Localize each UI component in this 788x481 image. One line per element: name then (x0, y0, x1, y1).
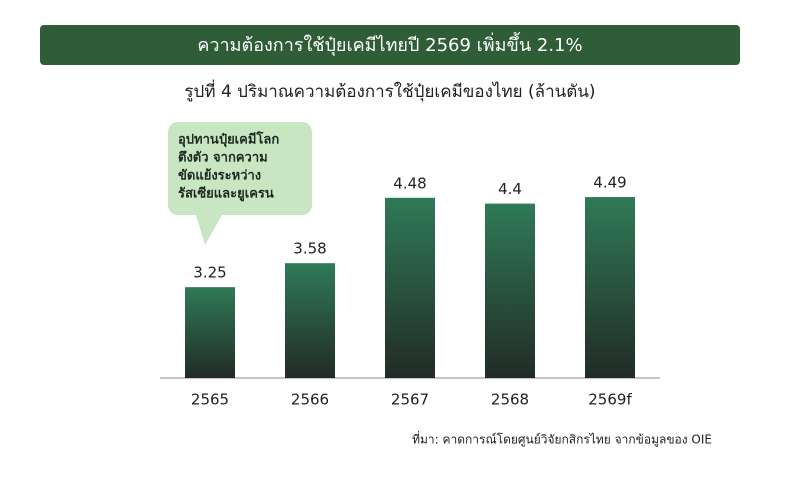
value-label: 3.58 (293, 240, 326, 258)
bar (285, 263, 335, 378)
bar (485, 203, 535, 378)
value-label: 4.48 (393, 174, 426, 192)
annotation-text: รัสเซียและยูเครน (178, 186, 274, 202)
bar (385, 197, 435, 378)
chart-title: รูปที่ 4 ปริมาณความต้องการใช้ปุ๋ยเคมีของ… (184, 79, 595, 102)
x-tick-label: 2567 (391, 391, 429, 409)
header-band (40, 25, 740, 65)
value-label: 4.4 (498, 180, 522, 198)
value-label: 3.25 (193, 264, 226, 282)
annotation-text: ขัดแย้งระหว่าง (178, 168, 261, 184)
annotation-text: อุปทานปุ๋ยเคมีโลก (178, 131, 279, 148)
x-tick-label: 2565 (191, 391, 229, 409)
x-tick-label: 2569f (588, 391, 632, 409)
annotation-bubble (168, 122, 312, 245)
bar (585, 197, 635, 378)
x-tick-label: 2568 (491, 391, 529, 409)
bar (185, 287, 235, 378)
value-label: 4.49 (593, 174, 626, 192)
x-tick-label: 2566 (291, 391, 329, 409)
header-title: ความต้องการใช้ปุ๋ยเคมีไทยปี 2569 เพิ่มขึ… (197, 32, 582, 56)
annotation-text: ตึงตัว จากความ (178, 150, 268, 166)
source: ที่มา: คาดการณ์โดยศูนย์วิจัยกสิกรไทย จาก… (412, 431, 712, 448)
